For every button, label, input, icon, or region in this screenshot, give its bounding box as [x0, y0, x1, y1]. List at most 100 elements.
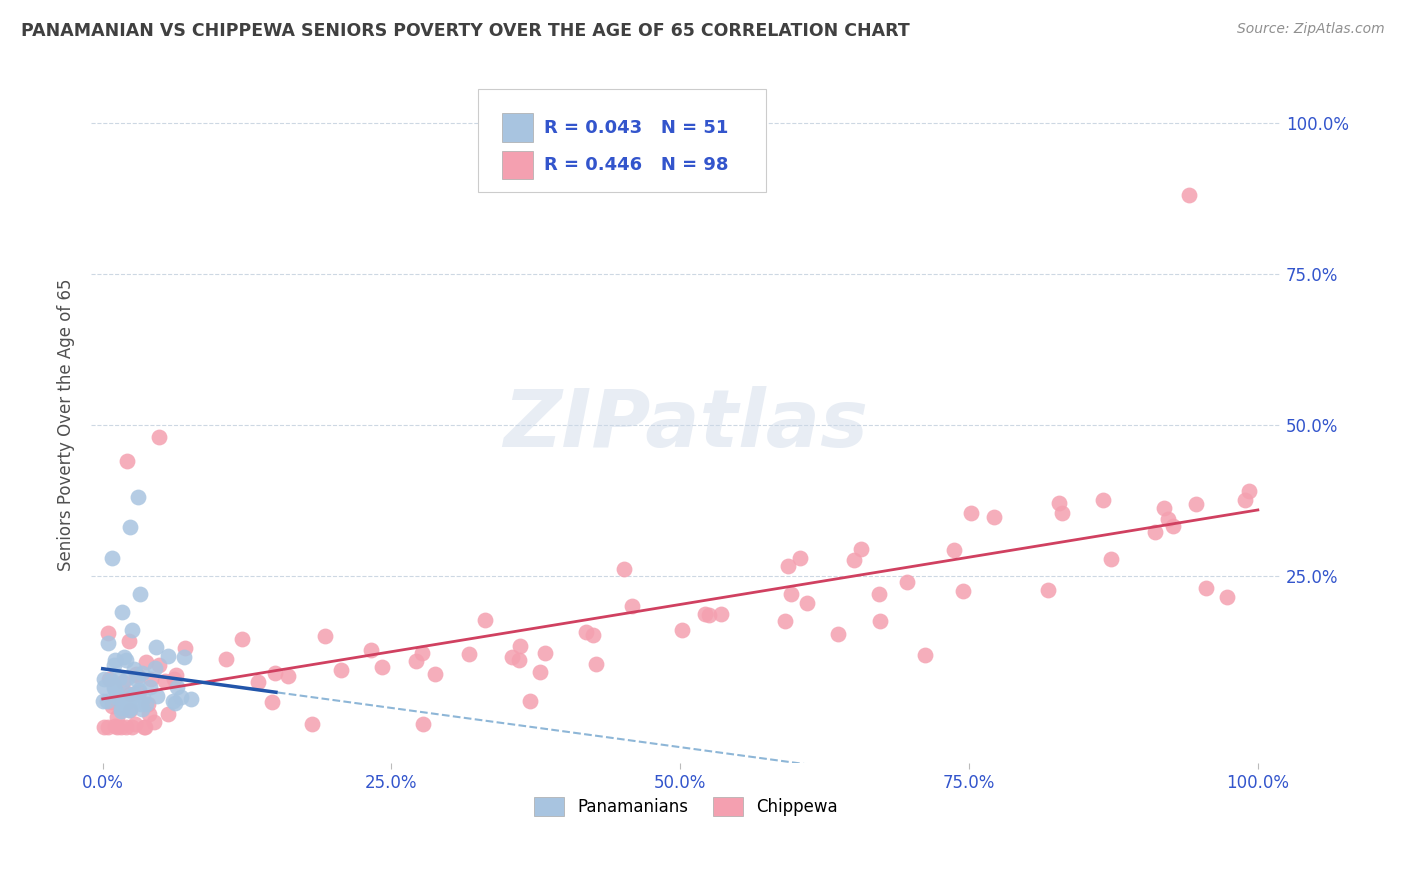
- Point: [697, 608, 720, 623]
- Point: [115, 454, 138, 468]
- Point: [125, 673, 148, 687]
- Point: [533, 646, 555, 660]
- Point: [849, 542, 872, 557]
- Point: [139, 680, 162, 694]
- Point: [1184, 497, 1206, 511]
- Point: [301, 717, 323, 731]
- Point: [101, 698, 124, 713]
- Point: [120, 700, 142, 714]
- Point: [710, 607, 733, 621]
- Point: [693, 607, 716, 621]
- Point: [163, 672, 186, 686]
- Point: [112, 650, 135, 665]
- Point: [127, 490, 149, 504]
- Point: [180, 691, 202, 706]
- Point: [1099, 552, 1122, 566]
- Point: [146, 690, 169, 704]
- Point: [111, 675, 134, 690]
- Point: [105, 710, 128, 724]
- Point: [107, 673, 129, 687]
- Point: [143, 661, 166, 675]
- Point: [960, 506, 983, 520]
- Point: [103, 657, 125, 672]
- Point: [114, 686, 136, 700]
- Point: [277, 668, 299, 682]
- Point: [101, 550, 124, 565]
- Point: [173, 649, 195, 664]
- Point: [671, 624, 693, 638]
- Legend: Panamanians, Chippewa: Panamanians, Chippewa: [527, 790, 845, 822]
- Point: [411, 646, 433, 660]
- Point: [127, 669, 149, 683]
- Point: [135, 655, 157, 669]
- Point: [97, 720, 120, 734]
- Point: [98, 672, 121, 686]
- Point: [582, 628, 605, 642]
- Y-axis label: Seniors Poverty Over the Age of 65: Seniors Poverty Over the Age of 65: [58, 278, 75, 571]
- Point: [773, 615, 796, 629]
- Point: [118, 703, 141, 717]
- Point: [117, 671, 139, 685]
- Point: [121, 623, 143, 637]
- Point: [868, 587, 890, 601]
- Point: [1195, 581, 1218, 595]
- Point: [796, 597, 818, 611]
- Point: [121, 720, 143, 734]
- Point: [508, 653, 530, 667]
- Point: [1050, 506, 1073, 520]
- Point: [1161, 519, 1184, 533]
- Point: [145, 640, 167, 654]
- Point: [896, 575, 918, 590]
- Point: [129, 587, 152, 601]
- Point: [101, 695, 124, 709]
- Point: [115, 652, 138, 666]
- Point: [132, 691, 155, 706]
- Point: [474, 613, 496, 627]
- Point: [110, 704, 132, 718]
- Point: [107, 690, 129, 705]
- Point: [869, 614, 891, 628]
- Point: [93, 673, 115, 687]
- Point: [93, 681, 115, 695]
- Point: [103, 681, 125, 695]
- Point: [97, 635, 120, 649]
- Point: [952, 584, 974, 599]
- Point: [1157, 512, 1180, 526]
- Point: [1047, 496, 1070, 510]
- Point: [157, 648, 180, 663]
- Point: [215, 651, 238, 665]
- Point: [128, 685, 150, 699]
- Point: [138, 707, 160, 722]
- Point: [501, 650, 523, 665]
- Point: [135, 698, 157, 712]
- Point: [458, 647, 481, 661]
- Point: [104, 652, 127, 666]
- Point: [131, 666, 153, 681]
- Point: [110, 692, 132, 706]
- Point: [943, 543, 966, 558]
- Point: [105, 720, 128, 734]
- Point: [120, 687, 142, 701]
- Point: [1239, 483, 1261, 498]
- Point: [104, 718, 127, 732]
- Point: [114, 697, 136, 711]
- Point: [405, 654, 427, 668]
- Point: [115, 695, 138, 709]
- Point: [91, 693, 114, 707]
- Point: [779, 587, 801, 601]
- Point: [105, 685, 128, 699]
- Point: [247, 674, 270, 689]
- Point: [93, 720, 115, 734]
- Point: [96, 694, 118, 708]
- Point: [231, 632, 253, 647]
- Point: [155, 673, 177, 688]
- Point: [134, 720, 156, 734]
- Point: [148, 658, 170, 673]
- Point: [118, 693, 141, 707]
- Text: R = 0.446   N = 98: R = 0.446 N = 98: [544, 156, 728, 174]
- Point: [314, 629, 336, 643]
- Point: [143, 714, 166, 729]
- Point: [330, 663, 353, 677]
- Point: [613, 561, 636, 575]
- Point: [1216, 591, 1239, 605]
